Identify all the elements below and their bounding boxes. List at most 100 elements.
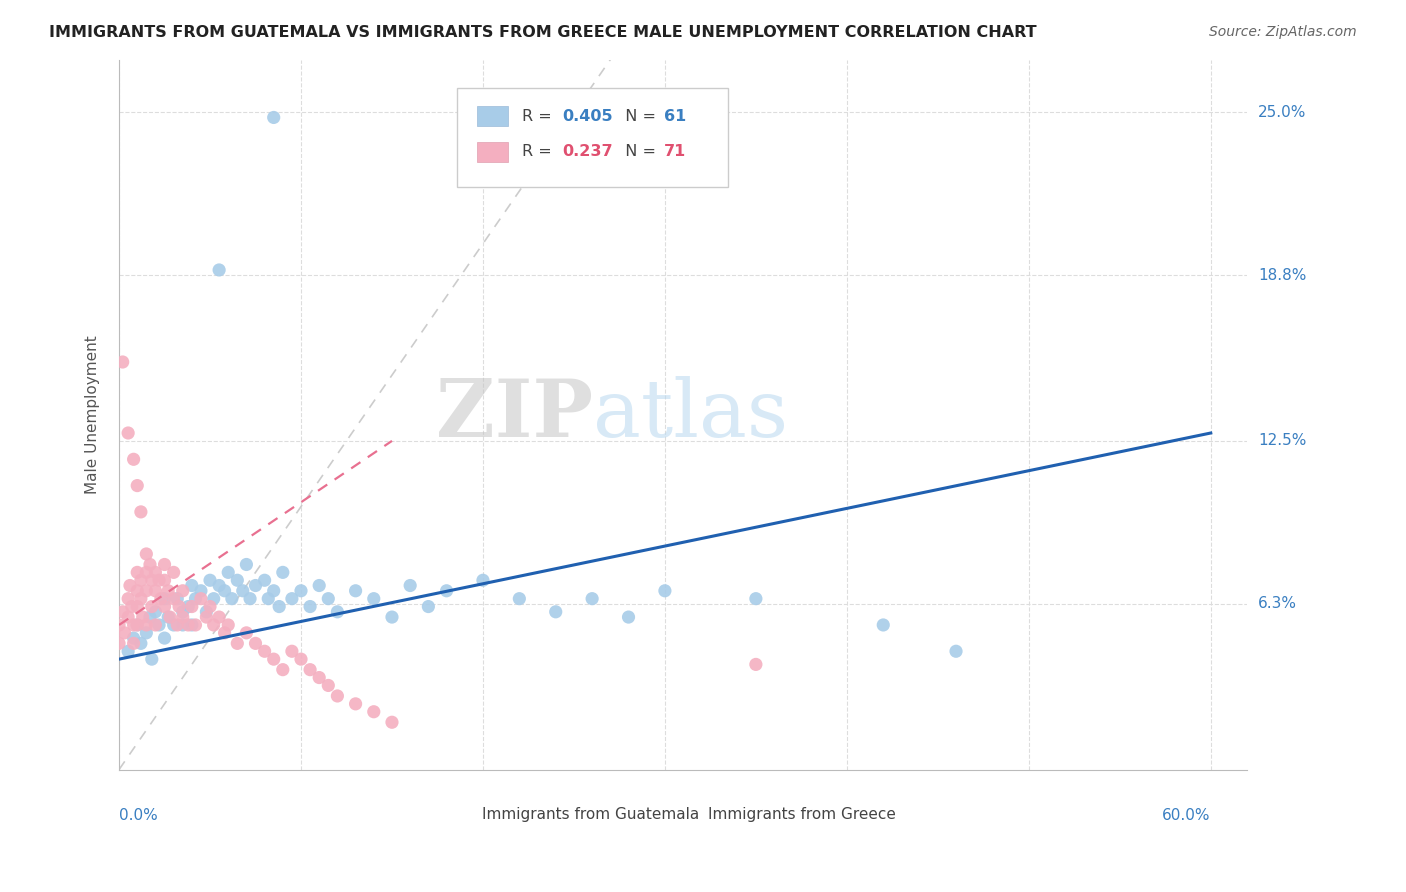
Point	[127, 618, 149, 632]
Point	[153, 574, 176, 588]
Text: Source: ZipAtlas.com: Source: ZipAtlas.com	[1209, 25, 1357, 39]
Point	[177, 599, 200, 614]
Point	[129, 505, 152, 519]
Point	[190, 591, 212, 606]
Point	[208, 578, 231, 592]
Point	[117, 591, 139, 606]
Point	[122, 618, 145, 632]
Text: 6.3%: 6.3%	[1258, 597, 1298, 611]
Text: IMMIGRANTS FROM GUATEMALA VS IMMIGRANTS FROM GREECE MALE UNEMPLOYMENT CORRELATIO: IMMIGRANTS FROM GUATEMALA VS IMMIGRANTS …	[49, 25, 1036, 40]
Point	[145, 583, 167, 598]
Point	[127, 478, 149, 492]
Point	[162, 618, 184, 632]
Point	[108, 618, 131, 632]
Point	[184, 591, 207, 606]
Point	[436, 583, 458, 598]
Text: R =: R =	[522, 145, 557, 160]
Point	[172, 583, 194, 598]
Point	[135, 618, 157, 632]
Point	[166, 618, 188, 632]
Point	[581, 591, 603, 606]
Point	[153, 599, 176, 614]
Point	[167, 599, 190, 614]
Point	[129, 574, 152, 588]
Point	[281, 591, 304, 606]
Text: N =: N =	[616, 145, 662, 160]
Point	[381, 610, 404, 624]
Point	[148, 574, 170, 588]
Point	[177, 618, 200, 632]
Point	[117, 644, 139, 658]
Point	[544, 605, 567, 619]
Point	[418, 599, 440, 614]
Point	[226, 574, 249, 588]
Point	[153, 558, 176, 572]
Point	[198, 574, 221, 588]
Point	[363, 705, 385, 719]
Point	[508, 591, 530, 606]
Point	[195, 605, 218, 619]
Text: R =: R =	[522, 109, 557, 124]
Text: 0.0%: 0.0%	[120, 808, 157, 823]
Point	[214, 625, 236, 640]
Point	[141, 652, 163, 666]
Point	[148, 618, 170, 632]
Point	[111, 605, 134, 619]
Point	[159, 610, 181, 624]
Point	[208, 263, 231, 277]
Point	[281, 644, 304, 658]
Point	[239, 591, 262, 606]
Text: 0.237: 0.237	[562, 145, 613, 160]
Point	[263, 583, 285, 598]
Point	[139, 558, 162, 572]
Point	[121, 599, 143, 614]
Point	[654, 583, 676, 598]
Point	[217, 618, 239, 632]
Point	[326, 689, 349, 703]
FancyBboxPatch shape	[477, 142, 508, 161]
Point	[129, 591, 152, 606]
Point	[162, 591, 184, 606]
Point	[344, 583, 367, 598]
FancyBboxPatch shape	[440, 805, 472, 824]
Text: Immigrants from Guatemala: Immigrants from Guatemala	[482, 807, 700, 822]
Text: atlas: atlas	[593, 376, 787, 454]
Text: ZIP: ZIP	[436, 376, 593, 454]
Point	[122, 631, 145, 645]
Point	[127, 566, 149, 580]
Point	[190, 583, 212, 598]
Point	[172, 618, 194, 632]
Point	[153, 591, 176, 606]
Text: 25.0%: 25.0%	[1258, 104, 1306, 120]
Point	[139, 610, 162, 624]
Point	[129, 636, 152, 650]
Point	[253, 574, 276, 588]
Point	[326, 605, 349, 619]
Point	[114, 625, 136, 640]
Point	[180, 578, 202, 592]
Point	[208, 610, 231, 624]
Point	[141, 574, 163, 588]
Point	[269, 599, 291, 614]
Point	[245, 578, 267, 592]
Point	[363, 591, 385, 606]
Point	[232, 583, 254, 598]
Point	[290, 652, 312, 666]
Point	[299, 599, 322, 614]
Point	[202, 591, 225, 606]
Point	[263, 652, 285, 666]
Point	[195, 610, 218, 624]
FancyBboxPatch shape	[457, 88, 728, 187]
Point	[127, 618, 149, 632]
Point	[235, 558, 257, 572]
Point	[135, 547, 157, 561]
Point	[217, 566, 239, 580]
Point	[381, 715, 404, 730]
Point	[122, 636, 145, 650]
Point	[180, 599, 202, 614]
Point	[308, 671, 330, 685]
Text: 0.405: 0.405	[562, 109, 613, 124]
Point	[122, 452, 145, 467]
Point	[117, 425, 139, 440]
Point	[127, 599, 149, 614]
